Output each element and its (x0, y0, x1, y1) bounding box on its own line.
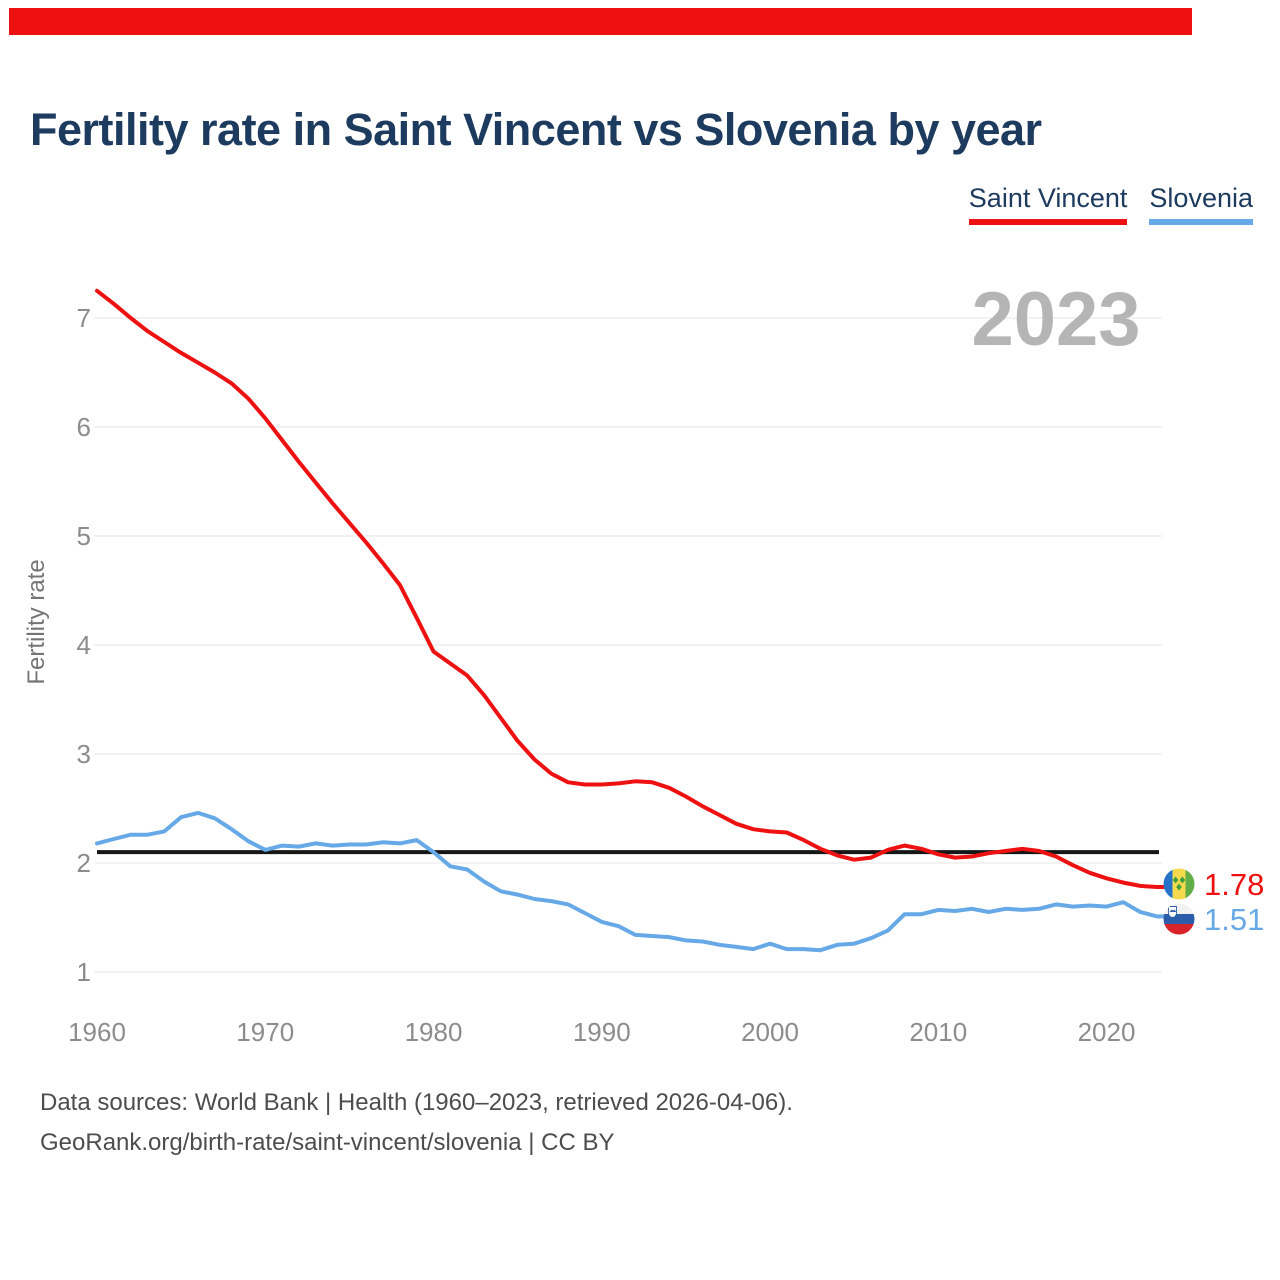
gridlines (94, 317, 1162, 973)
legend-item-slovenia[interactable]: Slovenia (1149, 183, 1253, 225)
x-tick-label: 1980 (405, 1017, 463, 1047)
x-tick-label: 2000 (741, 1017, 799, 1047)
slovenia-line (95, 810, 1166, 953)
x-tick-label: 2010 (909, 1017, 967, 1047)
saint-vincent-end-value: 1.78 (1204, 867, 1264, 902)
y-axis-title: Fertility rate (23, 559, 50, 684)
top-accent-bar (9, 8, 1192, 35)
x-tick-label: 1990 (573, 1017, 631, 1047)
y-tick-label: 4 (77, 630, 91, 660)
saint-vincent-flag-icon (1163, 868, 1195, 900)
x-tick-label: 2020 (1078, 1017, 1136, 1047)
slovenia-flag-icon (1163, 903, 1195, 935)
x-tick-label: 1960 (68, 1017, 126, 1047)
y-tick-label: 7 (77, 303, 91, 333)
legend-item-saint-vincent[interactable]: Saint Vincent (968, 183, 1128, 225)
series-lines (95, 288, 1166, 953)
y-tick-label: 5 (77, 521, 91, 551)
page-title: Fertility rate in Saint Vincent vs Slove… (30, 104, 1042, 155)
footer-data-sources: Data sources: World Bank | Health (1960–… (40, 1089, 793, 1116)
x-tick-label: 1970 (236, 1017, 294, 1047)
y-tick-label: 2 (77, 848, 91, 878)
footer-attribution: GeoRank.org/birth-rate/saint-vincent/slo… (40, 1129, 615, 1156)
legend: Saint Vincent Slovenia (968, 183, 1253, 225)
saint-vincent-line (95, 288, 1166, 889)
axis-tick-labels: 1 2 3 4 5 6 7 1960 1970 1980 1990 2000 2010 2020 (68, 303, 1135, 1047)
y-tick-label: 3 (77, 739, 91, 769)
year-watermark: 2023 (971, 277, 1140, 362)
footer: Data sources: World Bank | Health (1960–… (40, 1083, 793, 1163)
slovenia-end-value: 1.51 (1204, 902, 1264, 937)
y-tick-label: 6 (77, 412, 91, 442)
y-tick-label: 1 (77, 957, 91, 987)
